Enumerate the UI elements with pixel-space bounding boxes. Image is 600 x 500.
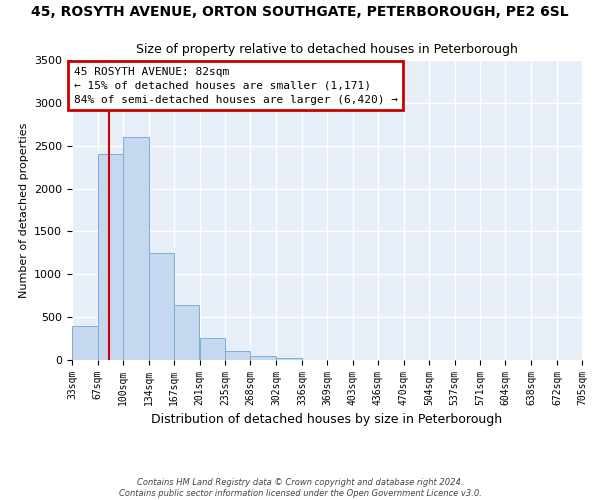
Text: 45 ROSYTH AVENUE: 82sqm
← 15% of detached houses are smaller (1,171)
84% of semi: 45 ROSYTH AVENUE: 82sqm ← 15% of detache… [74,67,398,105]
X-axis label: Distribution of detached houses by size in Peterborough: Distribution of detached houses by size … [151,414,503,426]
Bar [72,326,98,360]
Bar [250,356,276,360]
Text: Contains HM Land Registry data © Crown copyright and database right 2024.
Contai: Contains HM Land Registry data © Crown c… [119,478,481,498]
Y-axis label: Number of detached properties: Number of detached properties [19,122,29,298]
Bar [123,137,149,360]
Bar [276,358,302,360]
Bar [199,338,226,360]
Bar [173,305,199,360]
Bar [149,253,173,360]
Bar [226,352,250,360]
Bar [98,154,123,360]
Title: Size of property relative to detached houses in Peterborough: Size of property relative to detached ho… [136,43,518,56]
Text: 45, ROSYTH AVENUE, ORTON SOUTHGATE, PETERBOROUGH, PE2 6SL: 45, ROSYTH AVENUE, ORTON SOUTHGATE, PETE… [31,5,569,19]
